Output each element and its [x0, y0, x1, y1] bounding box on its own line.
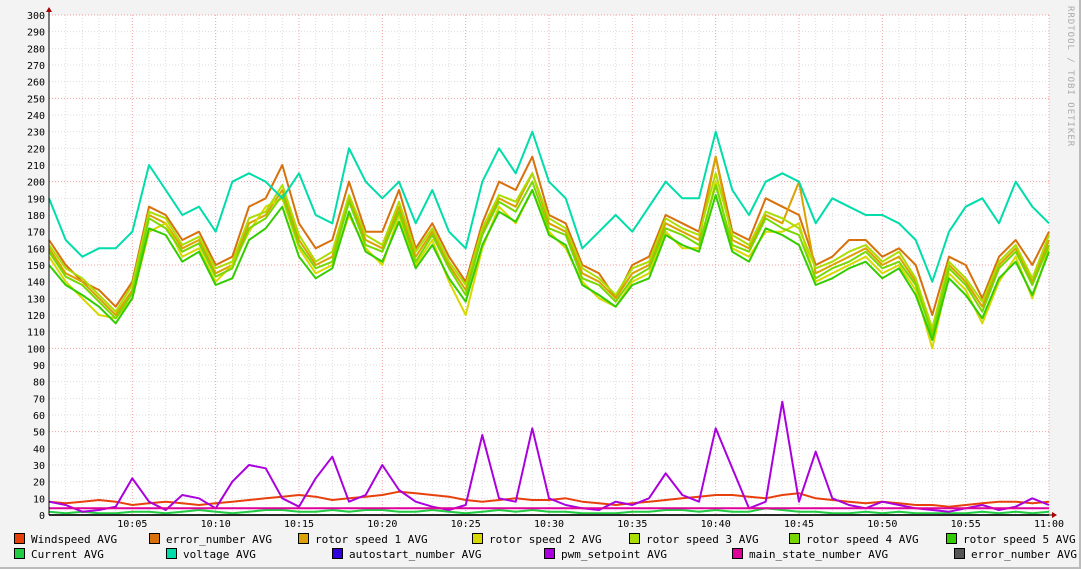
chart-plot: 0 10 20 30 40 50 60 70 80 90 100 110 120 130 140 150 160… — [27, 7, 1064, 530]
legend-item: rotor speed 3 AVG — [629, 533, 759, 546]
y-axis-arrow — [46, 7, 52, 12]
x-tick-label: 10:35 — [617, 519, 647, 530]
legend-swatch — [149, 533, 160, 544]
y-tick-label: 270 — [27, 61, 45, 72]
legend-swatch — [472, 533, 483, 544]
legend-item: rotor speed 1 AVG — [298, 533, 428, 546]
x-tick-label: 11:00 — [1034, 519, 1064, 530]
x-tick-label: 10:25 — [451, 519, 481, 530]
y-tick-label: 70 — [33, 394, 45, 405]
y-tick-label: 100 — [27, 344, 45, 355]
legend-swatch — [629, 533, 640, 544]
legend-label: Windspeed AVG — [31, 533, 118, 546]
y-tick-label: 170 — [27, 228, 45, 239]
y-tick-label: 240 — [27, 111, 45, 122]
legend-label: rotor speed 4 AVG — [806, 533, 919, 546]
x-tick-label: 10:05 — [117, 519, 147, 530]
y-tick-label: 300 — [27, 11, 45, 22]
y-tick-label: 140 — [27, 278, 45, 289]
series-line-voltage-avg — [48, 130, 1050, 283]
legend-label: rotor speed 5 AVG — [963, 533, 1076, 546]
series-line-rotor-speed-2-avg — [48, 180, 1050, 350]
legend-item: voltage AVG — [166, 548, 256, 561]
legend-item: error_number AVG — [149, 533, 272, 546]
legend: Windspeed AVG error_number AVG rotor speed… — [14, 533, 1077, 563]
y-tick-label: 50 — [33, 428, 45, 439]
y-tick-label: 110 — [27, 328, 45, 339]
y-tick-label: 200 — [27, 178, 45, 189]
legend-label: rotor speed 2 AVG — [489, 533, 602, 546]
y-tick-label: 150 — [27, 261, 45, 272]
legend-item: Current AVG — [14, 548, 104, 561]
legend-swatch — [14, 548, 25, 559]
y-tick-label: 180 — [27, 211, 45, 222]
y-tick-label: 60 — [33, 411, 45, 422]
x-tick-label: 10:20 — [367, 519, 397, 530]
y-tick-label: 290 — [27, 28, 45, 39]
y-tick-label: 220 — [27, 144, 45, 155]
x-tick-label: 10:10 — [201, 519, 231, 530]
legend-label: rotor speed 3 AVG — [646, 533, 759, 546]
x-tick-label: 10:30 — [534, 519, 564, 530]
y-tick-label: 80 — [33, 378, 45, 389]
legend-swatch — [732, 548, 743, 559]
legend-item: rotor speed 5 AVG — [946, 533, 1076, 546]
series-line-rotor-speed-1-avg — [48, 155, 1050, 333]
y-tick-label: 230 — [27, 128, 45, 139]
y-tick-label: 260 — [27, 78, 45, 89]
x-tick-label: 10:45 — [784, 519, 814, 530]
legend-label: pwm_setpoint AVG — [561, 548, 667, 561]
legend-label: error_number AVG — [971, 548, 1077, 561]
legend-item: autostart_number AVG — [332, 548, 481, 561]
y-tick-label: 10 — [33, 494, 45, 505]
y-tick-label: 190 — [27, 194, 45, 205]
legend-item: Windspeed AVG — [14, 533, 117, 546]
legend-label: rotor speed 1 AVG — [315, 533, 428, 546]
y-tick-label: 0 — [39, 511, 45, 522]
legend-swatch — [298, 533, 309, 544]
legend-swatch — [544, 548, 555, 559]
legend-label: voltage AVG — [183, 548, 256, 561]
y-tick-label: 20 — [33, 478, 45, 489]
legend-item: rotor speed 2 AVG — [472, 533, 602, 546]
y-tick-label: 30 — [33, 461, 45, 472]
y-tick-label: 160 — [27, 244, 45, 255]
legend-row: Windspeed AVG error_number AVG rotor speed… — [14, 533, 1076, 548]
legend-item: error_number AVG — [954, 548, 1077, 561]
y-tick-label: 250 — [27, 94, 45, 105]
legend-row: Current AVG voltage AVG autostart_number A… — [14, 548, 1077, 563]
legend-swatch — [332, 548, 343, 559]
legend-swatch — [954, 548, 965, 559]
legend-swatch — [946, 533, 957, 544]
legend-item: pwm_setpoint AVG — [544, 548, 667, 561]
y-tick-label: 130 — [27, 294, 45, 305]
series-line-error-number-avg — [48, 155, 1050, 316]
legend-item: rotor speed 4 AVG — [789, 533, 919, 546]
legend-item: main_state_number AVG — [732, 548, 888, 561]
x-tick-label: 10:55 — [951, 519, 981, 530]
legend-label: error_number AVG — [166, 533, 272, 546]
x-tick-label: 10:50 — [867, 519, 897, 530]
legend-label: Current AVG — [31, 548, 104, 561]
legend-swatch — [789, 533, 800, 544]
watermark: RRDTOOL / TOBI OETIKER — [1065, 6, 1075, 148]
series-line-rotor-speed-5-avg — [48, 189, 1050, 341]
x-axis-arrow — [1052, 512, 1057, 518]
y-tick-label: 120 — [27, 311, 45, 322]
legend-swatch — [14, 533, 25, 544]
legend-swatch — [166, 548, 177, 559]
x-tick-label: 10:40 — [701, 519, 731, 530]
y-tick-label: 280 — [27, 44, 45, 55]
y-tick-label: 40 — [33, 444, 45, 455]
legend-label: main_state_number AVG — [749, 548, 889, 561]
y-tick-label: 210 — [27, 161, 45, 172]
series-line-rotor-speed-4-avg — [48, 180, 1050, 336]
series-line-rotor-speed-3-avg — [48, 172, 1050, 330]
legend-label: autostart_number AVG — [349, 548, 482, 561]
series-line-current-avg — [48, 507, 1050, 515]
x-tick-label: 10:15 — [284, 519, 314, 530]
y-tick-label: 90 — [33, 361, 45, 372]
